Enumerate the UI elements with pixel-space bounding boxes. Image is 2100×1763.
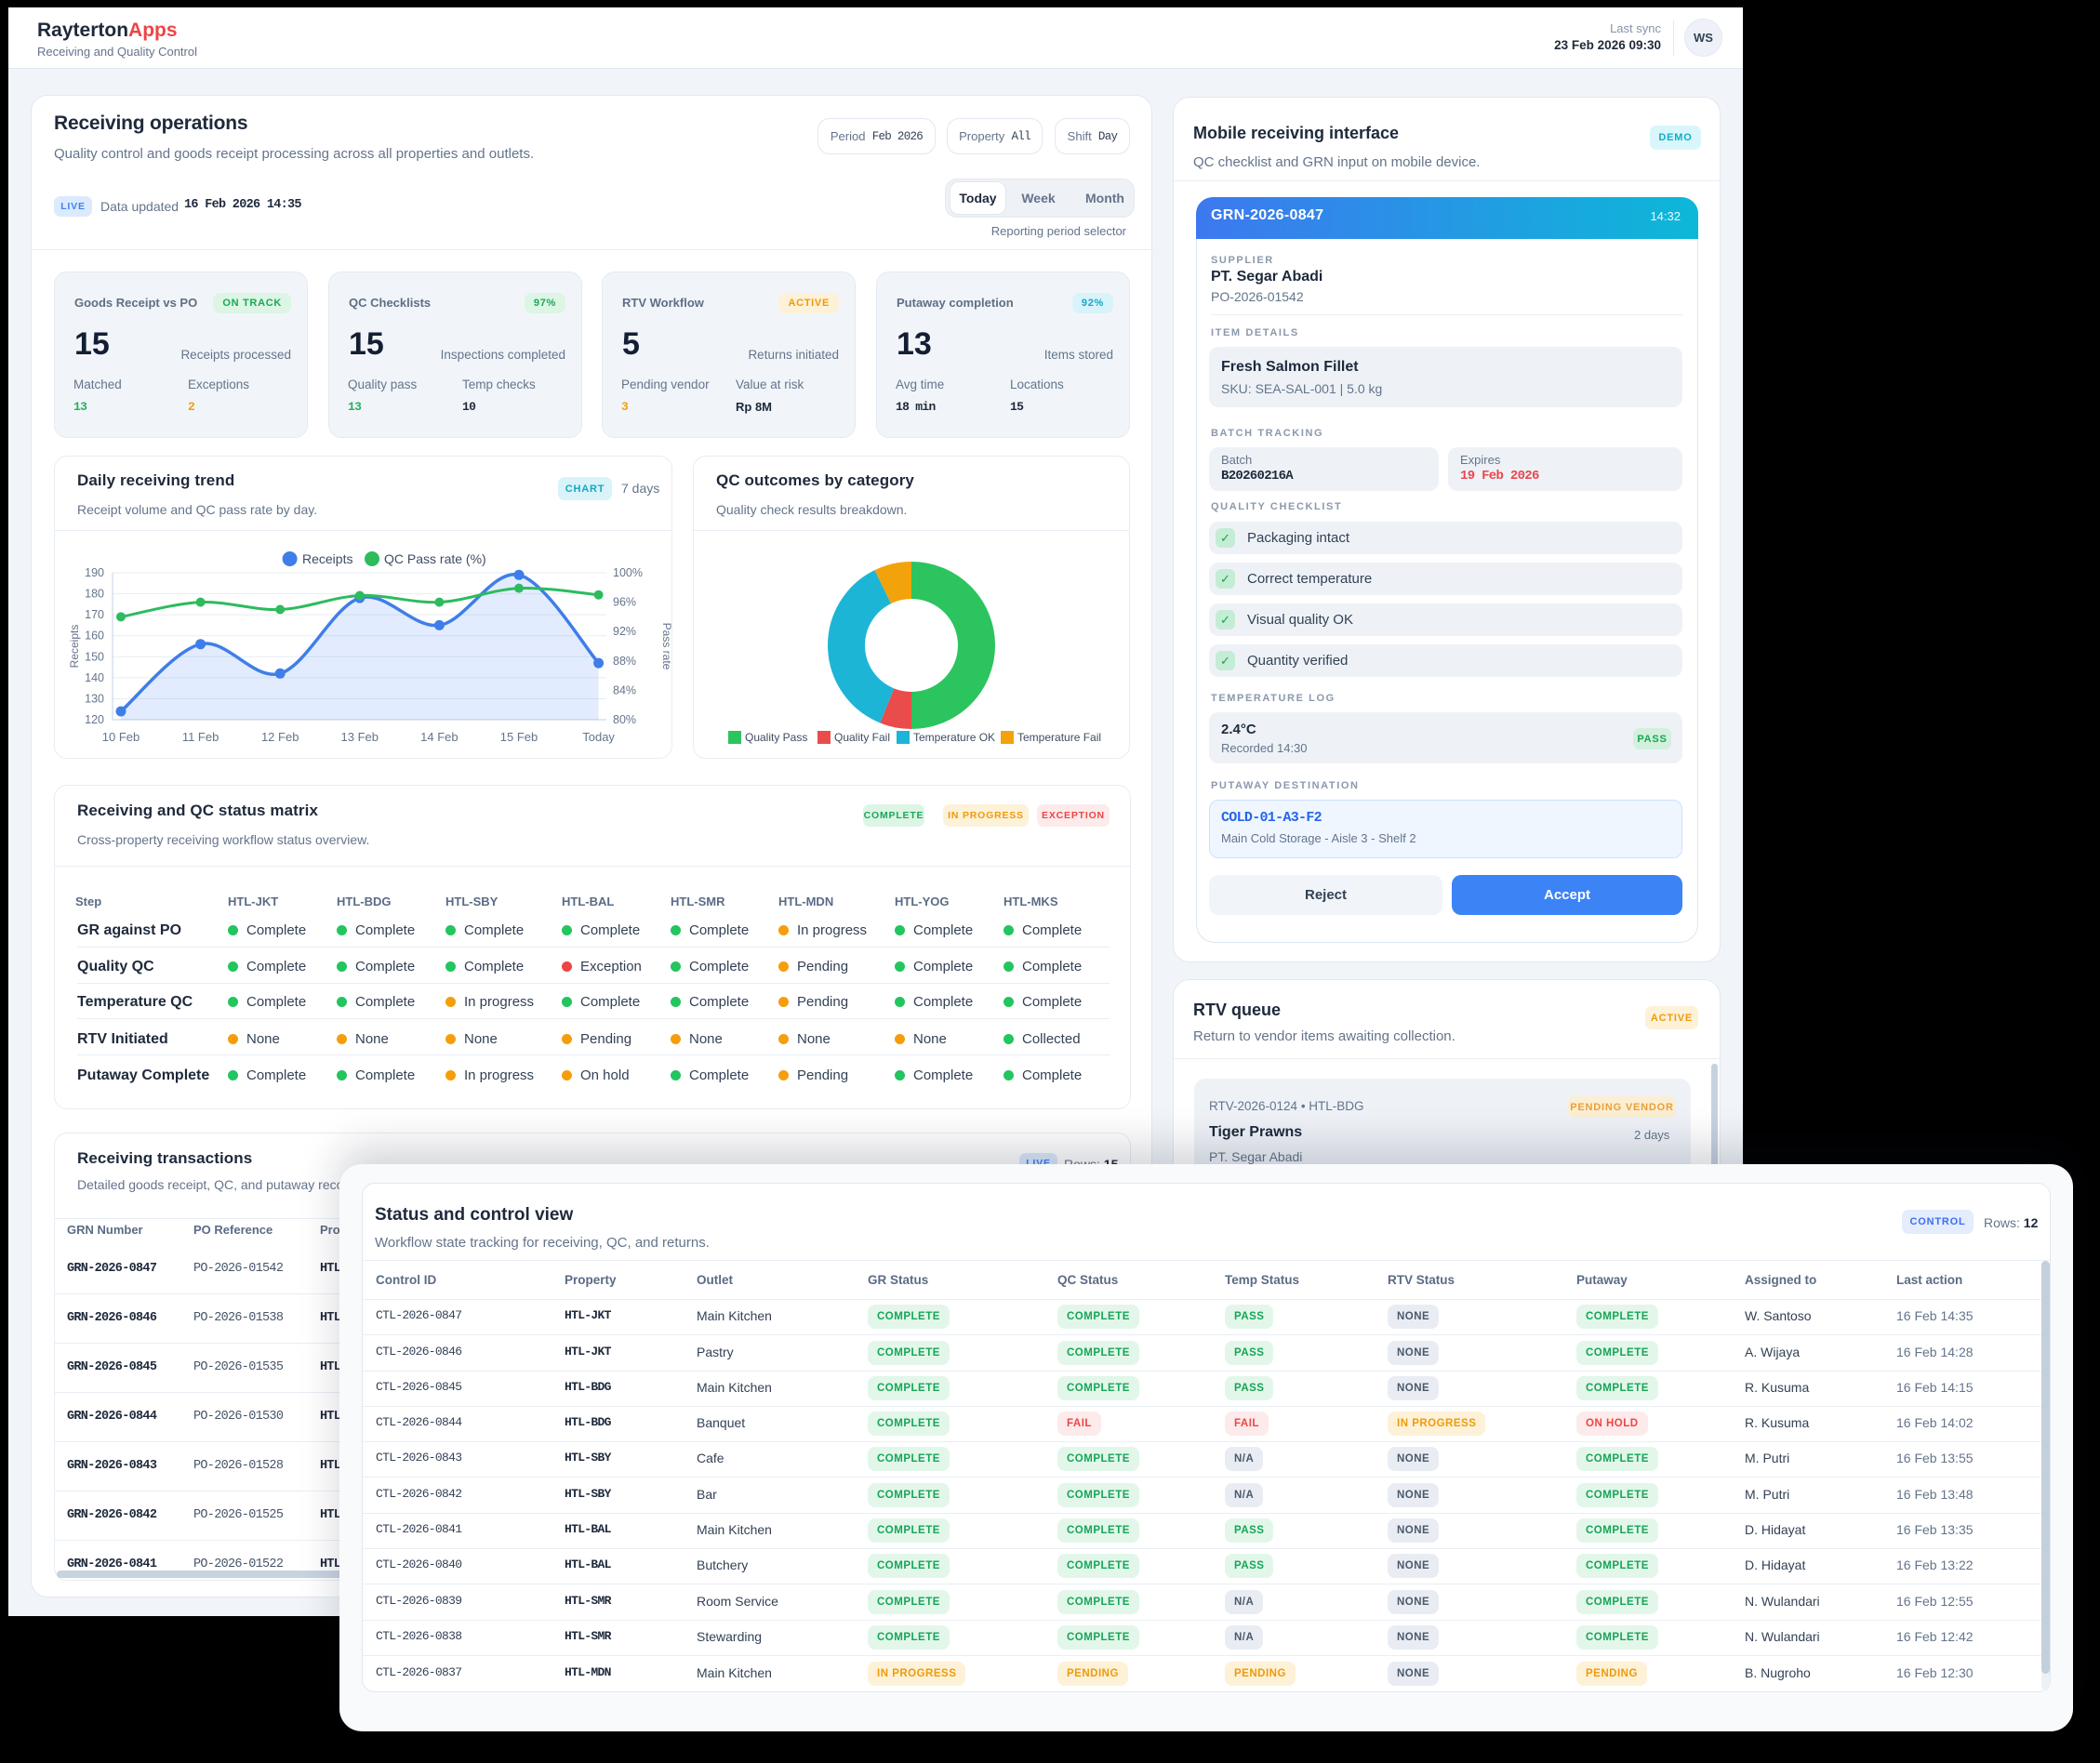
svg-text:12 Feb: 12 Feb <box>261 730 299 744</box>
svg-text:Receipts: Receipts <box>68 625 81 669</box>
svg-text:140: 140 <box>85 671 104 684</box>
svg-text:Today: Today <box>582 730 615 744</box>
svg-text:Receipts: Receipts <box>302 551 352 566</box>
svg-text:150: 150 <box>85 650 104 663</box>
svg-text:Quality Pass: Quality Pass <box>745 731 807 744</box>
svg-text:170: 170 <box>85 608 104 621</box>
svg-text:QC Pass rate (%): QC Pass rate (%) <box>384 551 486 566</box>
svg-text:180: 180 <box>85 588 104 601</box>
svg-text:160: 160 <box>85 630 104 643</box>
svg-text:Temperature Fail: Temperature Fail <box>1017 731 1101 744</box>
svg-text:15 Feb: 15 Feb <box>500 730 538 744</box>
svg-text:Quality Fail: Quality Fail <box>834 731 890 744</box>
svg-text:10 Feb: 10 Feb <box>102 730 140 744</box>
svg-text:14 Feb: 14 Feb <box>420 730 458 744</box>
svg-text:Temperature OK: Temperature OK <box>913 731 995 744</box>
svg-text:13 Feb: 13 Feb <box>341 730 379 744</box>
svg-text:120: 120 <box>85 713 104 726</box>
svg-text:11 Feb: 11 Feb <box>182 730 219 744</box>
svg-text:80%: 80% <box>613 713 636 726</box>
svg-text:92%: 92% <box>613 625 636 638</box>
svg-text:130: 130 <box>85 692 104 705</box>
svg-text:88%: 88% <box>613 655 636 668</box>
svg-text:190: 190 <box>85 566 104 579</box>
svg-text:Pass rate: Pass rate <box>660 623 671 670</box>
svg-text:100%: 100% <box>613 566 643 579</box>
svg-text:84%: 84% <box>613 683 636 696</box>
svg-text:96%: 96% <box>613 596 636 609</box>
